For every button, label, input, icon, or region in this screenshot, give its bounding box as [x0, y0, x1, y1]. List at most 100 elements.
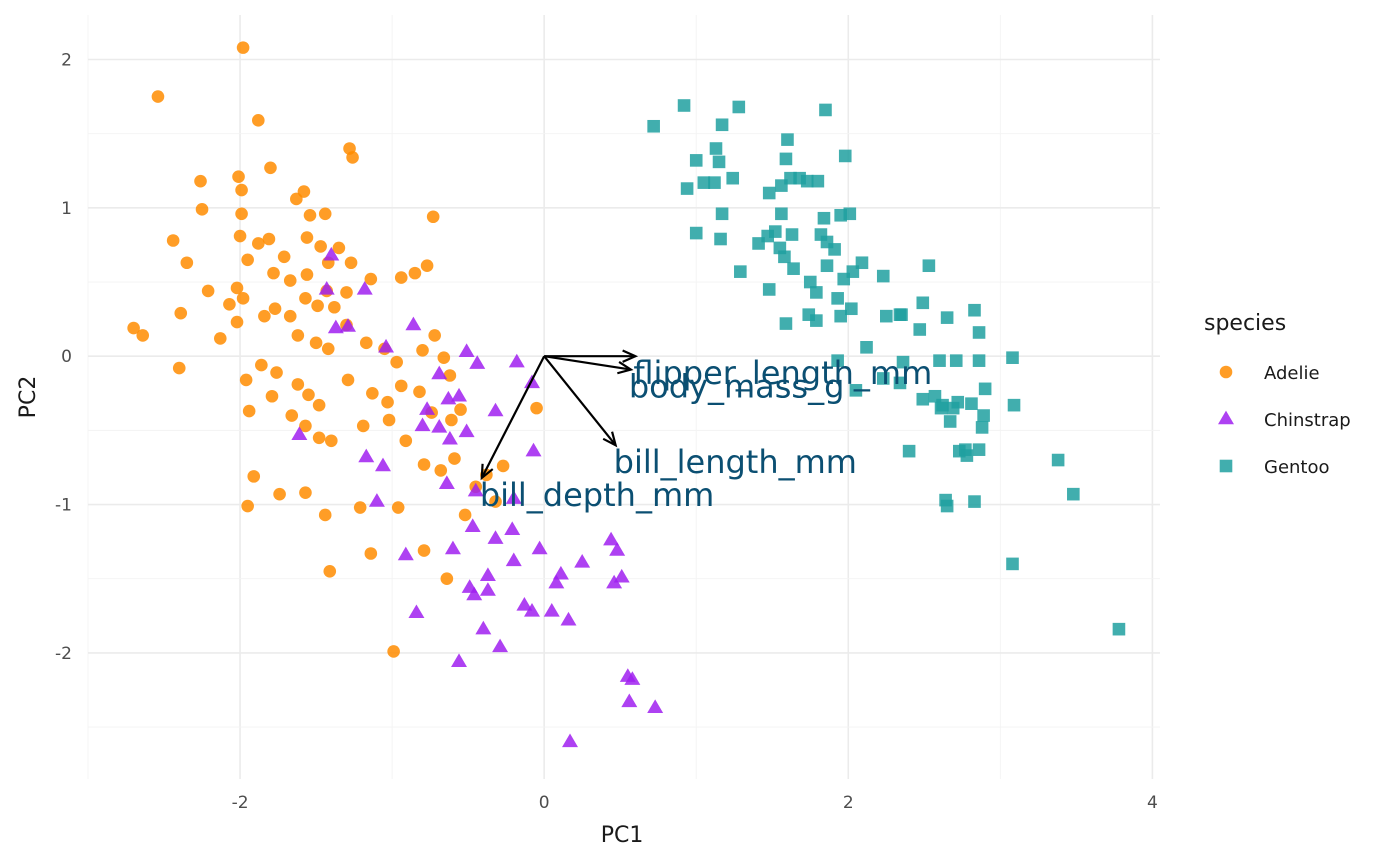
point-gentoo — [715, 207, 729, 221]
point-adelie — [394, 271, 408, 284]
point-chinstrap — [458, 423, 475, 438]
point-adelie — [314, 240, 327, 253]
point-chinstrap — [548, 574, 565, 589]
point-adelie — [247, 470, 261, 483]
point-chinstrap — [562, 733, 578, 748]
point-gentoo — [689, 226, 703, 240]
point-adelie — [235, 183, 248, 197]
point-chinstrap — [487, 530, 504, 544]
point-gentoo — [715, 118, 729, 132]
point-gentoo — [647, 119, 660, 133]
point-chinstrap — [505, 490, 522, 504]
point-adelie — [180, 256, 194, 270]
point-gentoo — [968, 303, 981, 317]
arrow-body-mass-g — [544, 355, 634, 375]
point-gentoo — [893, 308, 907, 321]
point-gentoo — [734, 265, 747, 278]
point-gentoo — [977, 409, 990, 422]
y-axis-title: PC2 — [16, 376, 41, 419]
point-gentoo — [855, 256, 869, 270]
point-gentoo — [768, 225, 782, 238]
point-adelie — [356, 419, 370, 433]
legend-key-adelie — [1219, 365, 1233, 379]
point-gentoo — [965, 397, 978, 410]
point-chinstrap — [444, 540, 461, 555]
point-gentoo — [677, 99, 691, 112]
point-chinstrap — [508, 353, 525, 368]
loading-label-bill-depth-mm: bill_depth_mm — [480, 476, 714, 514]
point-chinstrap — [505, 552, 522, 567]
point-gentoo — [896, 355, 910, 369]
point-gentoo — [689, 154, 703, 167]
loading-arrows — [480, 349, 639, 481]
point-adelie — [299, 292, 312, 305]
point-gentoo — [831, 292, 844, 305]
point-gentoo — [817, 211, 831, 225]
legend-item-chinstrap: Chinstrap — [1218, 410, 1351, 431]
point-chinstrap — [531, 540, 548, 555]
point-chinstrap — [560, 611, 577, 626]
point-chinstrap — [397, 546, 414, 561]
point-chinstrap — [609, 542, 626, 556]
point-gentoo — [793, 171, 806, 185]
point-chinstrap — [378, 338, 395, 353]
point-adelie — [417, 544, 431, 557]
point-chinstrap — [323, 246, 340, 261]
point-gentoo — [680, 182, 694, 195]
point-adelie — [265, 389, 279, 403]
legend-label: Adelie — [1264, 363, 1320, 384]
point-adelie — [399, 434, 413, 448]
point-chinstrap — [358, 448, 375, 463]
point-adelie — [353, 501, 367, 514]
y-tick-label: -1 — [55, 496, 72, 516]
point-gentoo — [940, 499, 954, 513]
point-gentoo — [845, 302, 858, 316]
point-gentoo — [978, 382, 992, 396]
point-gentoo — [803, 275, 817, 289]
point-adelie — [194, 174, 207, 188]
point-chinstrap — [603, 531, 620, 546]
point-adelie — [291, 329, 305, 342]
point-adelie — [299, 419, 312, 433]
point-chinstrap — [479, 567, 496, 581]
point-gentoo — [860, 341, 873, 354]
point-adelie — [233, 229, 247, 243]
point-gentoo — [814, 228, 828, 241]
arrow-shaft — [480, 355, 546, 479]
legend-title: species — [1204, 311, 1286, 336]
point-adelie — [255, 358, 268, 372]
point-chinstrap — [441, 430, 458, 445]
point-gentoo — [1007, 398, 1021, 412]
point-gentoo — [876, 269, 890, 283]
point-gentoo — [972, 354, 986, 367]
arrow-head — [602, 431, 618, 448]
point-gentoo — [1051, 453, 1065, 467]
point-chinstrap — [647, 699, 664, 714]
loading-label-bill-length-mm: bill_length_mm — [614, 443, 857, 481]
point-gentoo — [781, 133, 794, 146]
arrow-head — [617, 361, 634, 375]
arrow-shaft — [544, 355, 632, 371]
point-gentoo — [1067, 487, 1080, 501]
point-chinstrap — [419, 401, 436, 415]
point-chinstrap — [375, 457, 391, 472]
point-adelie — [312, 398, 326, 412]
point-adelie — [366, 386, 379, 400]
point-chinstrap — [516, 597, 533, 611]
point-gentoo — [775, 179, 788, 192]
point-gentoo — [916, 392, 930, 406]
point-adelie — [262, 232, 276, 246]
point-gentoo — [785, 228, 799, 241]
point-chinstrap — [487, 402, 504, 417]
point-adelie — [302, 388, 315, 402]
point-adelie — [428, 329, 441, 342]
arrow-bill-length-mm — [543, 355, 618, 448]
point-adelie — [332, 241, 346, 255]
point-chinstrap — [464, 518, 481, 533]
point-gentoo — [709, 142, 723, 155]
point-adelie — [434, 464, 448, 477]
point-adelie — [496, 459, 510, 473]
arrow-head — [622, 349, 639, 363]
point-chinstrap — [440, 390, 457, 405]
point-gentoo — [838, 149, 852, 163]
